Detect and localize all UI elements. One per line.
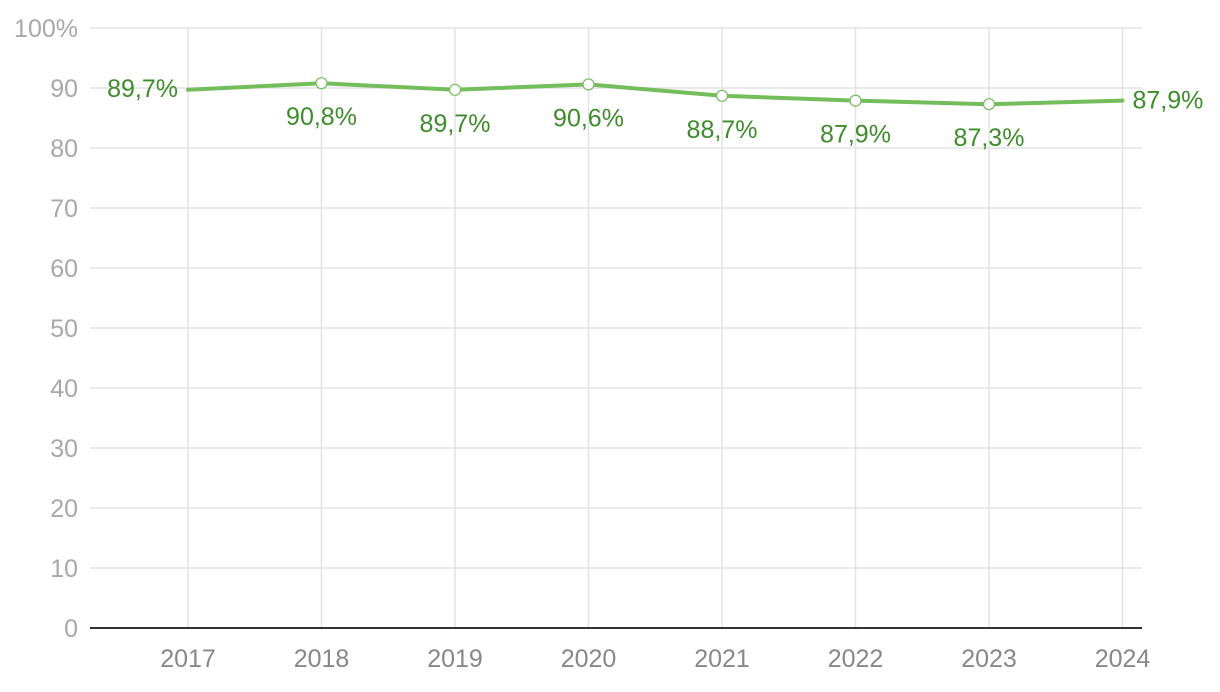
y-tick-label: 20 — [50, 495, 78, 523]
series-line — [186, 81, 1125, 107]
y-tick-label: 0 — [64, 615, 78, 643]
data-point-marker — [982, 98, 996, 111]
y-tick-label: 30 — [50, 435, 78, 463]
data-point-marker — [715, 89, 729, 102]
y-tick-label: 70 — [50, 195, 78, 223]
data-label: 87,9% — [820, 121, 891, 149]
data-label: 89,7% — [107, 75, 178, 103]
series-line-group — [186, 77, 1125, 111]
y-tick-label: 80 — [50, 135, 78, 163]
data-label: 87,3% — [954, 124, 1025, 152]
data-labels: 89,7% 90,8% 89,7% 90,6% 88,7% 87,9% 87,3% 87,9% — [107, 75, 1203, 152]
gridlines — [90, 27, 1142, 628]
y-tick-label: 40 — [50, 375, 78, 403]
x-tick-label: 2021 — [694, 645, 750, 673]
data-point-marker — [849, 94, 862, 107]
x-tick-label: 2023 — [961, 645, 1017, 673]
x-tick-label: 2024 — [1095, 645, 1151, 673]
data-point-marker — [582, 78, 595, 91]
y-axis-ticks: 0 10 20 30 40 50 60 70 80 90 100% — [14, 15, 78, 643]
y-tick-label: 10 — [50, 555, 78, 583]
data-label: 90,8% — [286, 103, 357, 131]
x-tick-label: 2020 — [561, 645, 617, 673]
x-axis-ticks: 2017 2018 2019 2020 2021 2022 2023 2024 — [160, 645, 1150, 673]
data-point-marker — [315, 77, 328, 90]
y-tick-label: 50 — [50, 315, 78, 343]
data-point-marker — [448, 83, 462, 96]
x-tick-label: 2018 — [294, 645, 350, 673]
data-label: 90,6% — [553, 104, 624, 132]
data-label: 87,9% — [1133, 87, 1204, 115]
x-tick-label: 2019 — [427, 645, 483, 673]
y-tick-label: 60 — [50, 255, 78, 283]
data-label: 88,7% — [687, 116, 758, 144]
data-label: 89,7% — [420, 110, 491, 138]
x-tick-label: 2017 — [160, 645, 216, 673]
y-tick-label: 100% — [14, 15, 78, 43]
y-tick-label: 90 — [50, 75, 78, 103]
x-tick-label: 2022 — [828, 645, 884, 673]
